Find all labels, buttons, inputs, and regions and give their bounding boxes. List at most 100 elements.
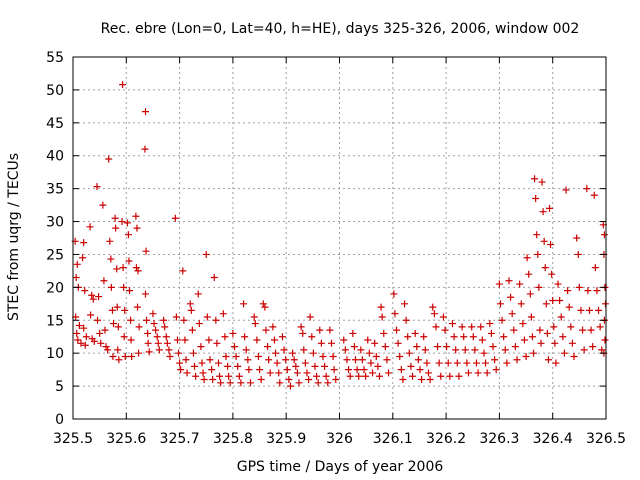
data-point: [106, 237, 114, 245]
data-point: [225, 372, 233, 380]
data-point: [596, 323, 604, 331]
data-point: [132, 212, 140, 220]
data-point: [269, 323, 277, 331]
data-point: [133, 224, 141, 232]
data-point: [531, 175, 539, 183]
data-point: [309, 349, 317, 357]
data-point: [144, 339, 152, 347]
data-point: [321, 362, 329, 370]
data-point: [357, 346, 365, 354]
data-point: [124, 231, 132, 239]
data-point: [245, 366, 253, 374]
data-point: [495, 280, 503, 288]
data-point: [535, 283, 543, 291]
data-point: [241, 333, 249, 341]
data-point: [301, 359, 309, 367]
y-tick-label: 35: [46, 182, 64, 198]
data-point: [554, 280, 562, 288]
data-point: [166, 352, 174, 360]
data-point: [452, 346, 460, 354]
data-point: [505, 277, 513, 285]
data-point: [448, 320, 456, 328]
data-point: [308, 333, 316, 341]
data-point: [95, 293, 103, 301]
data-point: [374, 362, 382, 370]
data-point: [256, 366, 264, 374]
data-point: [290, 356, 298, 364]
data-point: [559, 333, 567, 341]
data-point: [539, 208, 547, 216]
data-point: [600, 231, 608, 239]
x-tick-label: 325.7: [160, 431, 200, 447]
data-point: [181, 336, 189, 344]
data-point: [549, 297, 557, 305]
data-point: [306, 313, 314, 321]
data-point: [547, 241, 555, 249]
data-point: [119, 264, 127, 272]
data-point: [102, 343, 110, 351]
data-point: [340, 336, 348, 344]
data-point: [73, 260, 81, 268]
data-point: [429, 303, 437, 311]
data-point: [314, 379, 322, 387]
data-point: [229, 329, 237, 337]
data-point: [358, 356, 366, 364]
data-point: [90, 337, 98, 345]
x-tick-label: 326.2: [426, 431, 466, 447]
data-point: [212, 316, 220, 324]
y-axis-ticks: 0 5 10 15 20 25 30 35 40 45 50 55: [46, 50, 606, 428]
data-point: [439, 313, 447, 321]
data-point: [224, 362, 232, 370]
x-tick-label: 326.4: [533, 431, 573, 447]
data-point: [199, 369, 207, 377]
data-point: [560, 349, 568, 357]
data-point: [186, 300, 194, 308]
data-point: [77, 339, 85, 347]
data-point: [601, 336, 609, 344]
data-point: [275, 369, 283, 377]
data-point: [198, 359, 206, 367]
x-tick-label: 326.5: [586, 431, 626, 447]
data-point: [508, 310, 516, 318]
data-point: [458, 323, 466, 331]
data-point: [480, 349, 488, 357]
y-tick-label: 15: [46, 313, 64, 329]
data-point: [390, 290, 398, 298]
data-point: [546, 204, 554, 212]
data-point: [351, 356, 359, 364]
data-point: [172, 313, 180, 321]
data-point: [219, 310, 227, 318]
data-point: [418, 376, 426, 384]
data-point: [413, 343, 421, 351]
data-point: [100, 277, 108, 285]
x-tick-label: 326.3: [479, 431, 519, 447]
data-point: [343, 356, 351, 364]
y-tick-label: 40: [46, 149, 64, 165]
data-point: [107, 255, 115, 263]
data-point: [365, 349, 373, 357]
data-point: [216, 372, 224, 380]
data-point: [411, 329, 419, 337]
data-point: [396, 352, 404, 360]
x-tick-label: 326: [326, 431, 353, 447]
data-point: [293, 369, 301, 377]
x-axis-label: GPS time / Days of year 2006: [237, 459, 444, 475]
data-point: [367, 359, 375, 367]
data-point: [222, 352, 230, 360]
data-point: [285, 376, 293, 384]
data-point: [328, 339, 336, 347]
data-point: [519, 320, 527, 328]
data-point: [276, 379, 284, 387]
data-point: [353, 366, 361, 374]
data-point: [72, 273, 80, 281]
data-point: [534, 250, 542, 258]
data-point: [319, 352, 327, 360]
data-point: [584, 287, 592, 295]
data-point: [423, 359, 431, 367]
data-point: [316, 326, 324, 334]
data-point: [574, 250, 582, 258]
data-point: [341, 346, 349, 354]
data-point: [208, 366, 216, 374]
data-point: [80, 239, 88, 247]
data-point: [93, 183, 101, 191]
